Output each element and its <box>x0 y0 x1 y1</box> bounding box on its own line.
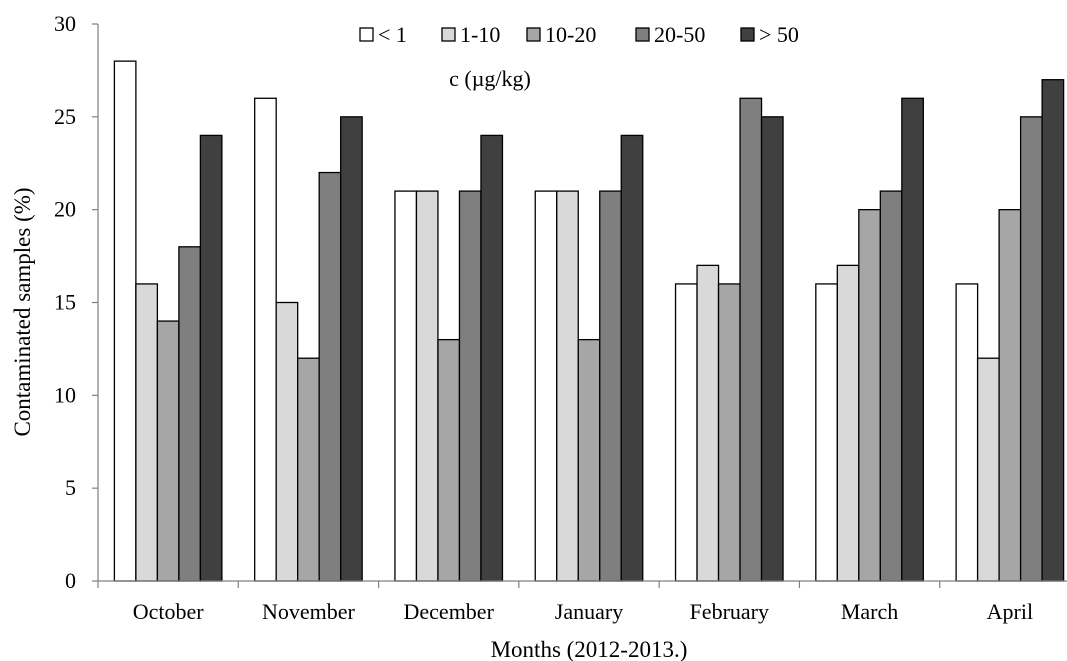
x-tick-label: April <box>987 599 1033 624</box>
bar-october-series-4 <box>199 134 223 582</box>
bar-march-series-3 <box>879 190 903 582</box>
legend-label: < 1 <box>378 22 407 47</box>
bars-group <box>113 60 1065 582</box>
x-tick-label: February <box>690 599 769 624</box>
bar-november-series-0 <box>254 97 277 582</box>
bar-january-series-2 <box>577 338 601 582</box>
legend-label: 20-50 <box>654 22 705 47</box>
x-tick-label: January <box>555 599 623 624</box>
bar-april-series-4 <box>1041 79 1065 582</box>
bar-april-series-1 <box>976 357 1000 582</box>
bar-october-series-0 <box>113 60 137 582</box>
bar-october-series-3 <box>178 246 202 582</box>
bar-march-series-1 <box>836 264 860 582</box>
x-tick-label: November <box>262 599 356 624</box>
y-axis-title: Contaminated samples (%) <box>10 187 35 436</box>
bar-november-series-2 <box>297 357 320 582</box>
bar-october-series-2 <box>156 320 180 582</box>
y-tick-label: 20 <box>54 197 76 222</box>
y-tick-label: 30 <box>54 11 76 36</box>
y-tick-label: 5 <box>65 475 76 500</box>
bar-march-series-4 <box>901 97 924 582</box>
legend-swatch <box>359 27 374 42</box>
bar-april-series-2 <box>998 209 1022 582</box>
legend-label: 1-10 <box>460 22 500 47</box>
bar-april-series-0 <box>955 283 979 582</box>
bar-january-series-3 <box>599 190 622 582</box>
y-tick-label: 0 <box>65 568 76 593</box>
bar-january-series-4 <box>620 134 644 582</box>
y-tick-label: 10 <box>54 382 76 407</box>
bar-january-series-1 <box>556 190 579 582</box>
bar-february-series-2 <box>717 283 741 582</box>
bar-march-series-0 <box>815 283 838 582</box>
legend-swatch <box>635 27 650 42</box>
bar-december-series-4 <box>480 134 504 582</box>
bar-december-series-1 <box>415 190 439 582</box>
bar-february-series-4 <box>760 116 784 582</box>
bar-november-series-1 <box>275 301 299 582</box>
bar-december-series-3 <box>458 190 482 582</box>
bar-january-series-0 <box>534 190 558 582</box>
legend-swatch <box>740 27 755 42</box>
bar-february-series-0 <box>674 283 698 582</box>
x-ticks-group: October November December January February Ma… <box>97 581 1033 624</box>
bar-april-series-3 <box>1019 116 1043 582</box>
bar-november-series-4 <box>340 116 363 582</box>
bar-october-series-1 <box>135 283 159 582</box>
bar-december-series-0 <box>394 190 418 582</box>
legend-label: > 50 <box>759 22 799 47</box>
bar-december-series-2 <box>437 338 461 582</box>
bar-february-series-3 <box>739 97 763 582</box>
bar-march-series-2 <box>858 209 881 582</box>
legend: < 1 1-10 10-20 20-50 > 50 <box>359 22 799 47</box>
x-tick-label: March <box>841 599 898 624</box>
y-tick-label: 25 <box>54 104 76 129</box>
y-ticks-group: 0 5 10 15 20 25 30 <box>54 11 98 593</box>
legend-swatch <box>526 27 541 42</box>
y-tick-label: 15 <box>54 290 76 315</box>
bar-february-series-1 <box>696 264 720 582</box>
x-axis-title: Months (2012-2013.) <box>491 637 688 661</box>
x-tick-label: October <box>133 599 205 624</box>
legend-label: 10-20 <box>545 22 596 47</box>
legend-swatch <box>441 27 456 42</box>
bar-november-series-3 <box>318 171 342 582</box>
x-tick-label: December <box>404 599 495 624</box>
legend-title: c (µg/kg) <box>449 66 531 91</box>
